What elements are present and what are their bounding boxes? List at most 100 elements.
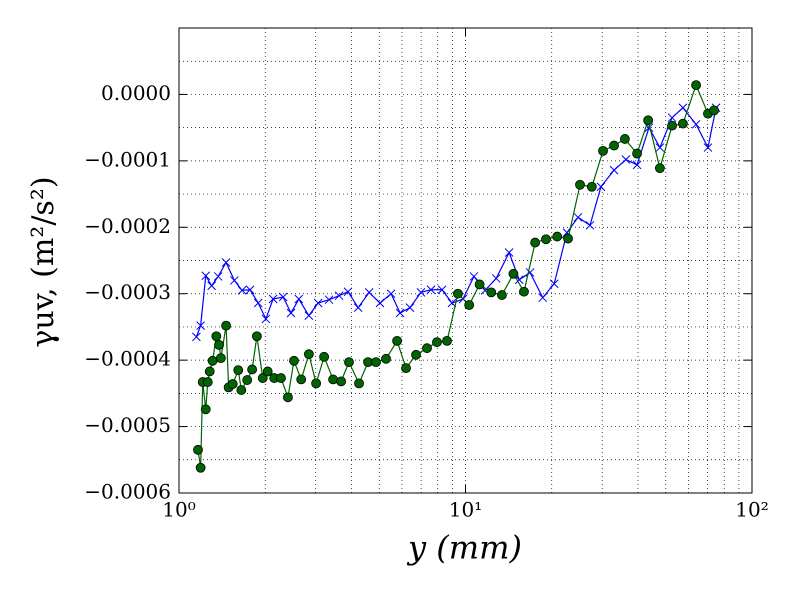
marker — [278, 292, 288, 302]
marker — [585, 220, 595, 230]
marker — [621, 155, 631, 164]
marker — [221, 320, 231, 331]
y-tick-label: −0.0001 — [84, 147, 171, 171]
marker — [336, 376, 347, 387]
marker — [200, 404, 211, 415]
marker — [609, 140, 619, 151]
marker — [691, 119, 701, 129]
y-tick-label: −0.0005 — [84, 413, 171, 437]
marker — [193, 444, 203, 455]
x-axis-label: y (mm) — [406, 529, 522, 567]
marker — [353, 303, 363, 313]
marker — [236, 385, 247, 395]
marker — [619, 134, 630, 144]
y-axis-label: γuv, (m²/s²) — [26, 176, 61, 347]
marker — [432, 337, 442, 348]
marker — [371, 357, 381, 368]
marker — [354, 378, 364, 389]
marker — [261, 314, 271, 324]
marker — [549, 279, 559, 289]
marker — [334, 291, 344, 301]
marker — [262, 366, 273, 377]
marker — [227, 379, 238, 389]
marker — [395, 308, 405, 318]
marker — [245, 285, 255, 295]
marker — [426, 285, 436, 295]
marker — [703, 143, 713, 152]
marker — [229, 276, 239, 285]
marker — [324, 295, 334, 305]
marker — [632, 148, 642, 159]
marker — [392, 335, 402, 346]
marker — [643, 115, 654, 126]
x-tick-label: 10² — [735, 498, 768, 522]
marker — [401, 363, 411, 374]
marker — [247, 364, 258, 375]
marker — [195, 462, 206, 473]
marker — [344, 357, 354, 368]
marker — [586, 181, 597, 192]
marker — [215, 353, 226, 364]
marker — [242, 375, 253, 385]
marker — [207, 281, 216, 291]
marker — [411, 349, 421, 360]
marker — [196, 321, 205, 330]
marker — [678, 118, 688, 129]
series-line — [197, 83, 715, 468]
marker — [464, 300, 475, 310]
marker — [552, 231, 563, 242]
marker — [294, 294, 304, 304]
marker — [491, 274, 501, 283]
marker — [416, 288, 426, 297]
y-tick-label: −0.0002 — [84, 214, 171, 238]
marker — [453, 288, 463, 299]
y-tick-label: −0.0004 — [84, 347, 171, 371]
marker — [221, 258, 231, 267]
y-tick-label: 0.0000 — [101, 81, 171, 105]
marker — [319, 351, 330, 362]
marker — [386, 289, 396, 299]
marker — [304, 311, 314, 320]
marker — [442, 335, 452, 346]
marker — [303, 349, 314, 360]
marker — [497, 290, 507, 300]
y-tick-label: −0.0006 — [84, 480, 171, 504]
marker — [596, 182, 606, 192]
marker — [469, 272, 479, 281]
marker — [437, 285, 447, 295]
marker — [283, 392, 293, 403]
marker — [253, 298, 263, 308]
marker — [422, 343, 432, 354]
x-tick-label: 10⁰ — [162, 498, 195, 522]
marker — [504, 248, 514, 257]
marker — [381, 353, 391, 364]
marker — [598, 145, 608, 156]
marker — [204, 366, 215, 377]
marker — [573, 212, 583, 222]
marker — [474, 279, 485, 290]
marker — [237, 286, 247, 295]
marker — [609, 165, 619, 175]
marker — [530, 237, 541, 248]
marker — [709, 105, 719, 116]
marker — [268, 294, 278, 304]
marker — [538, 293, 548, 303]
marker — [207, 355, 218, 366]
marker — [313, 298, 323, 308]
marker — [632, 160, 642, 170]
marker — [575, 179, 585, 190]
marker — [667, 120, 677, 131]
marker — [233, 365, 244, 376]
marker — [343, 287, 353, 297]
plot-frame — [178, 27, 753, 494]
marker — [276, 373, 286, 383]
marker — [192, 332, 201, 342]
marker — [214, 339, 224, 350]
marker — [405, 303, 415, 313]
marker — [375, 298, 385, 308]
marker — [201, 271, 211, 281]
marker — [286, 308, 296, 318]
marker — [508, 268, 519, 279]
marker — [211, 331, 222, 342]
